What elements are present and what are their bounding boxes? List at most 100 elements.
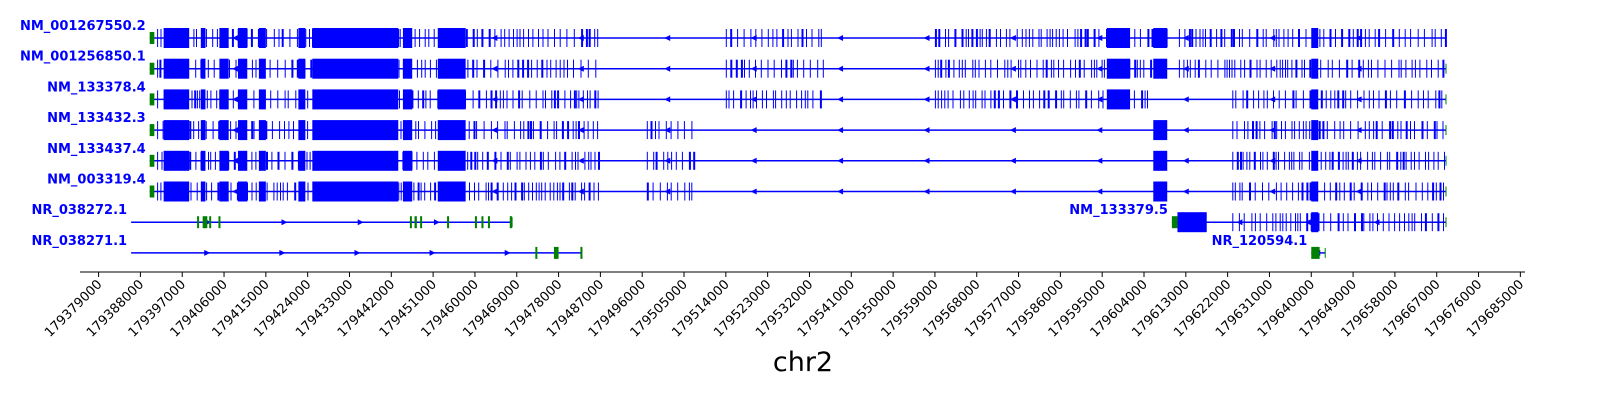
exon bbox=[193, 29, 195, 47]
exon bbox=[1442, 121, 1444, 140]
exon bbox=[236, 182, 239, 201]
exon bbox=[1408, 213, 1410, 232]
exon bbox=[160, 29, 162, 47]
exon bbox=[995, 29, 997, 47]
exon bbox=[782, 29, 785, 47]
transcript-label: NR_038271.1 bbox=[31, 234, 127, 249]
exon bbox=[567, 121, 570, 140]
exon bbox=[1389, 121, 1392, 140]
exon bbox=[191, 90, 193, 109]
exon bbox=[500, 151, 502, 170]
exon bbox=[745, 90, 747, 109]
exon bbox=[1239, 29, 1240, 47]
exon bbox=[468, 121, 470, 140]
exon bbox=[1343, 182, 1345, 201]
exon bbox=[1427, 90, 1429, 109]
exon bbox=[1385, 29, 1387, 47]
exon bbox=[1335, 182, 1338, 201]
exon bbox=[1299, 213, 1301, 232]
exon bbox=[1255, 121, 1258, 140]
exon bbox=[189, 151, 192, 170]
exon bbox=[522, 59, 525, 78]
strand-arrow bbox=[232, 65, 239, 72]
exon bbox=[284, 59, 286, 78]
exon bbox=[964, 59, 966, 78]
exon bbox=[1363, 213, 1365, 232]
strand-arrow bbox=[204, 249, 211, 256]
exon bbox=[469, 182, 470, 201]
exon bbox=[968, 29, 969, 47]
exon bbox=[1414, 213, 1416, 232]
exon bbox=[562, 182, 565, 201]
exon bbox=[1309, 182, 1312, 201]
utr-block bbox=[149, 32, 155, 44]
coding-exon-block bbox=[312, 150, 399, 171]
exon bbox=[1417, 90, 1419, 109]
exon bbox=[1431, 29, 1433, 47]
exon bbox=[733, 90, 735, 109]
exon bbox=[1067, 29, 1068, 47]
exon bbox=[421, 59, 423, 78]
exon bbox=[504, 121, 506, 140]
exon bbox=[578, 90, 580, 109]
exon bbox=[430, 182, 432, 201]
exon bbox=[670, 182, 672, 201]
exon bbox=[514, 182, 517, 201]
exon bbox=[1421, 121, 1424, 140]
coding-exon-block bbox=[298, 58, 306, 79]
exon bbox=[1351, 151, 1354, 170]
exon bbox=[417, 182, 420, 201]
coding-exon-block bbox=[402, 89, 413, 110]
exon bbox=[577, 151, 579, 170]
exon bbox=[1287, 29, 1289, 47]
exon bbox=[1275, 29, 1277, 47]
exon bbox=[1263, 90, 1265, 109]
exon bbox=[1098, 90, 1100, 109]
exon bbox=[1364, 29, 1366, 47]
strand-arrow bbox=[1096, 157, 1103, 164]
exon bbox=[1265, 59, 1267, 78]
exon bbox=[737, 29, 739, 47]
exon bbox=[521, 182, 524, 201]
coding-exon-block bbox=[258, 58, 266, 79]
exon bbox=[1295, 59, 1298, 78]
exon bbox=[1195, 29, 1197, 47]
exon bbox=[1020, 59, 1022, 78]
exon bbox=[665, 121, 667, 140]
coding-exon-block bbox=[237, 120, 248, 141]
exon bbox=[539, 121, 542, 140]
exon bbox=[1285, 213, 1287, 232]
strand-arrow bbox=[354, 249, 361, 256]
exon bbox=[744, 59, 745, 78]
exon bbox=[218, 121, 221, 140]
exon bbox=[1440, 29, 1442, 47]
exon bbox=[1419, 59, 1421, 78]
exon bbox=[1320, 151, 1322, 170]
exon bbox=[1339, 121, 1341, 140]
exon bbox=[1247, 121, 1249, 140]
exon bbox=[1232, 151, 1234, 170]
exon bbox=[1295, 213, 1296, 232]
strand-arrow bbox=[433, 219, 440, 226]
coding-exon-block bbox=[402, 58, 413, 79]
exon bbox=[761, 90, 763, 109]
coding-exon-block bbox=[1153, 28, 1168, 48]
exon bbox=[553, 90, 556, 109]
exon bbox=[1232, 213, 1234, 232]
exon bbox=[1304, 59, 1305, 78]
exon bbox=[1364, 121, 1366, 140]
exon bbox=[1234, 182, 1236, 201]
exon bbox=[1038, 29, 1040, 47]
strand-arrow bbox=[750, 96, 757, 103]
exon bbox=[528, 182, 530, 201]
exon bbox=[1377, 182, 1379, 201]
exon bbox=[1318, 121, 1321, 140]
exon bbox=[465, 29, 468, 47]
exon bbox=[563, 59, 565, 78]
exon bbox=[781, 59, 782, 78]
coding-exon-block bbox=[312, 28, 399, 48]
exon bbox=[435, 121, 437, 140]
exon bbox=[1309, 59, 1312, 78]
exon bbox=[1305, 29, 1307, 47]
exon bbox=[199, 90, 201, 109]
